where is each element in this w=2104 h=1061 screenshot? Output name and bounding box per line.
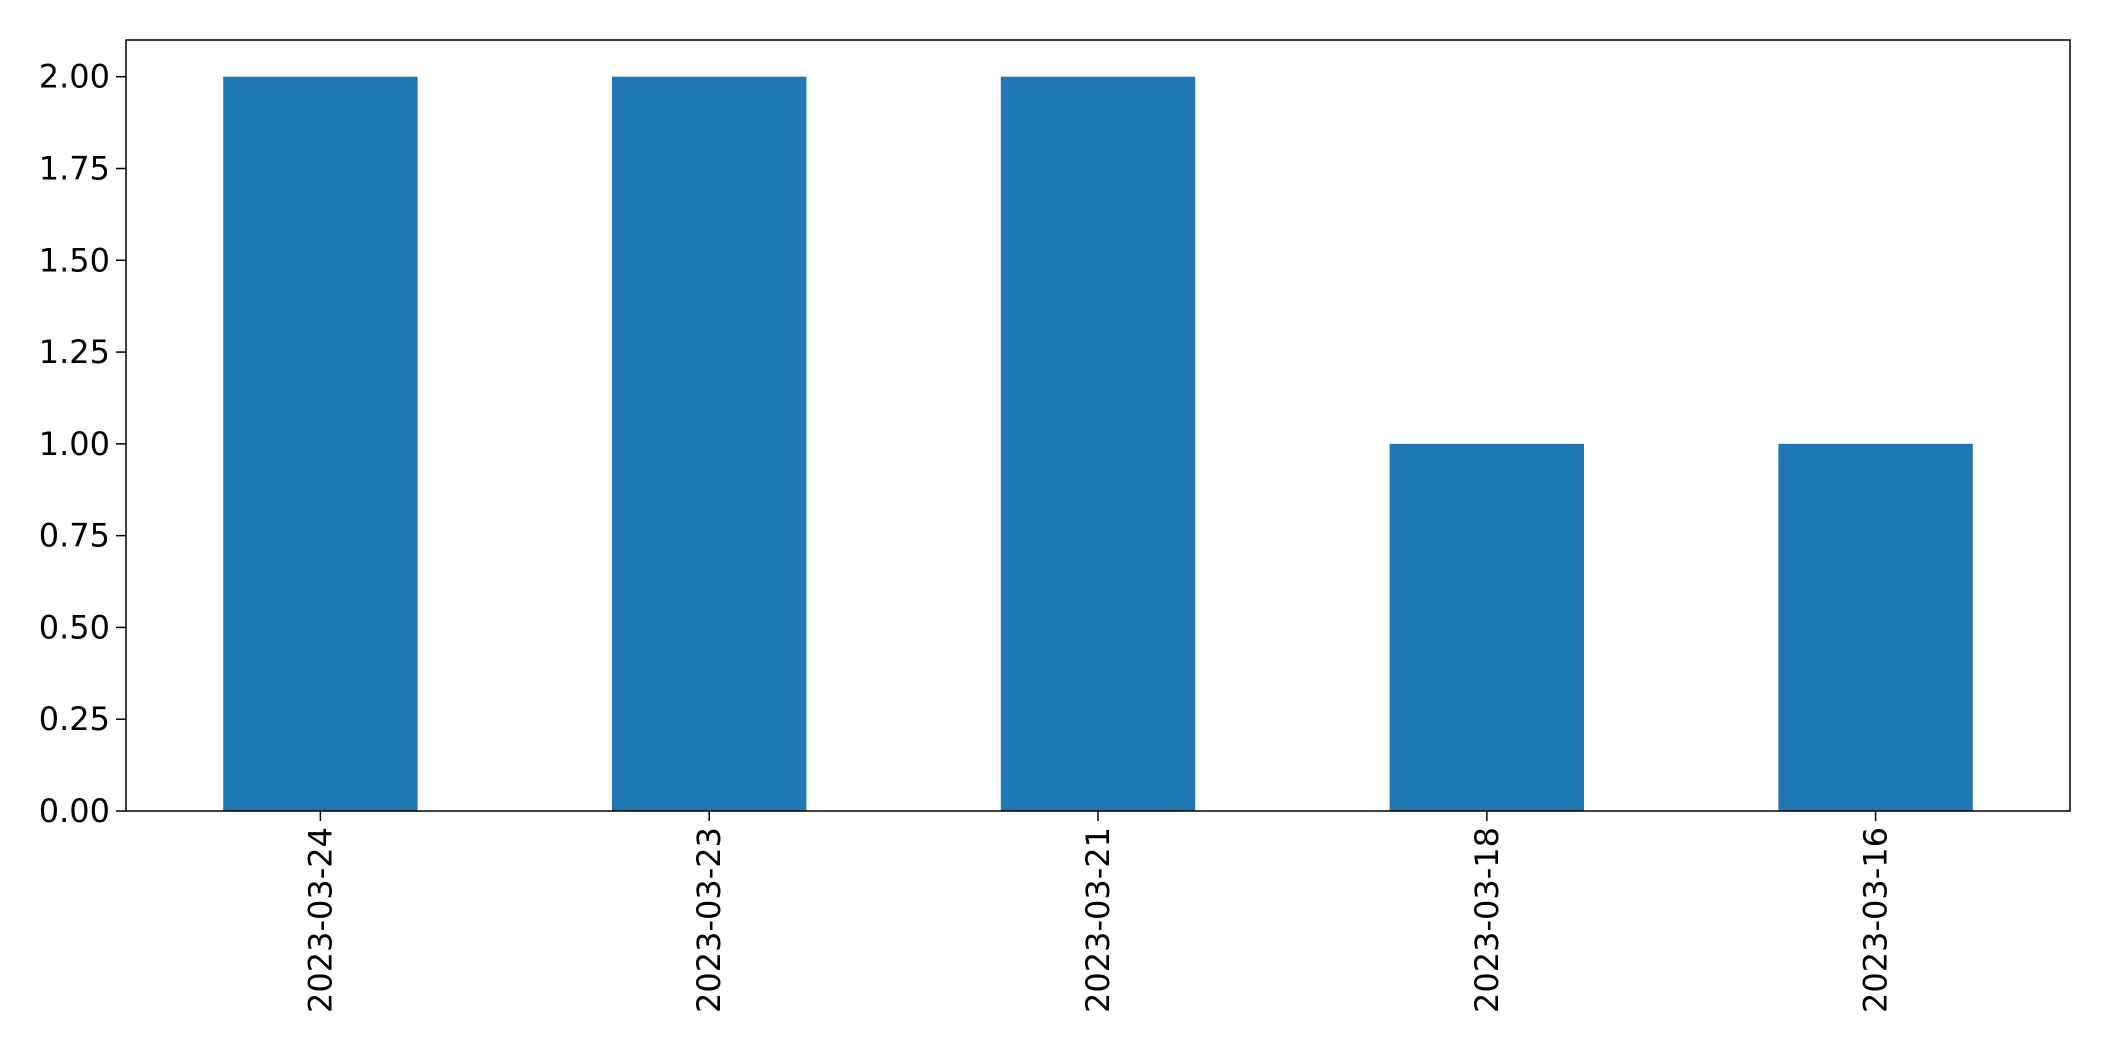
- y-tick-label: 0.00: [39, 792, 110, 830]
- x-tick-label: 2023-03-24: [301, 827, 339, 1013]
- y-tick-label: 1.00: [39, 425, 110, 463]
- y-tick-label: 2.00: [39, 58, 110, 96]
- bar: [1389, 443, 1584, 811]
- y-tick-label: 1.50: [39, 241, 110, 279]
- bar: [223, 76, 418, 811]
- plot-frame: [125, 39, 2071, 812]
- bar: [1000, 76, 1196, 811]
- x-tick-label: 2023-03-21: [1079, 827, 1117, 1013]
- bars-group: [223, 76, 1973, 811]
- x-tick-label: 2023-03-23: [690, 827, 728, 1013]
- x-axis: 2023-03-24 2023-03-23 2023-03-21 2023-03-18…: [301, 811, 1895, 1013]
- y-axis: 0.00 0.25 0.50 0.75 1.00 1.25 1.50 1.75 2.00: [39, 58, 126, 830]
- y-tick-label: 0.50: [39, 608, 110, 646]
- bar: [612, 76, 807, 811]
- x-tick-label: 2023-03-16: [1857, 827, 1895, 1013]
- y-tick-label: 0.75: [39, 517, 110, 555]
- bar: [1778, 443, 1973, 811]
- y-tick-label: 0.25: [39, 700, 110, 738]
- y-tick-label: 1.75: [39, 150, 110, 188]
- y-tick-label: 1.25: [39, 333, 110, 371]
- x-tick-label: 2023-03-18: [1468, 827, 1506, 1013]
